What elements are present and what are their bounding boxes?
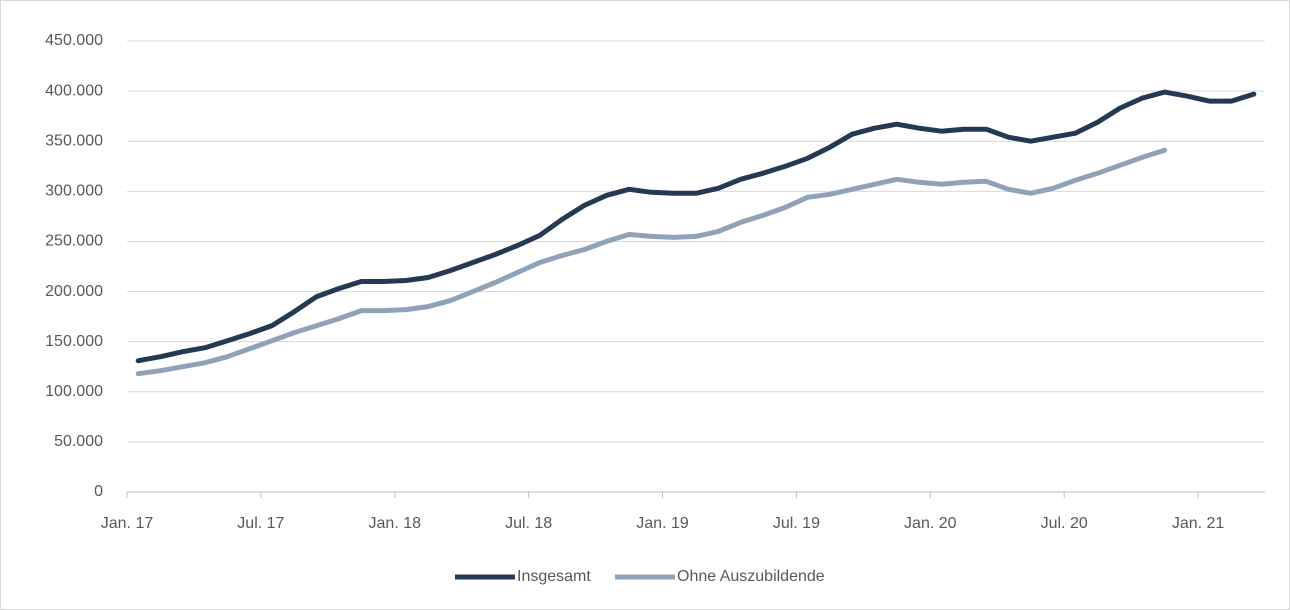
x-tick-label: Jan. 20 <box>904 515 957 532</box>
y-tick-label: 300.000 <box>45 183 103 200</box>
x-tick-label: Jan. 21 <box>1172 515 1225 532</box>
y-tick-label: 200.000 <box>45 283 103 300</box>
x-tick-label: Jan. 17 <box>101 515 154 532</box>
x-tick-label: Jul. 18 <box>505 515 552 532</box>
y-tick-label: 350.000 <box>45 132 103 149</box>
x-tick-label: Jul. 19 <box>773 515 820 532</box>
legend-label: Ohne Auszubildende <box>677 568 825 585</box>
y-tick-label: 250.000 <box>45 233 103 250</box>
y-tick-label: 450.000 <box>45 32 103 49</box>
series-line <box>135 147 1168 377</box>
x-tick-label: Jan. 18 <box>369 515 422 532</box>
series-line <box>135 89 1257 364</box>
y-tick-label: 0 <box>94 483 103 500</box>
x-tick-label: Jul. 17 <box>237 515 284 532</box>
y-tick-label: 50.000 <box>54 433 103 450</box>
x-tick-label: Jul. 20 <box>1041 515 1088 532</box>
y-tick-label: 400.000 <box>45 82 103 99</box>
y-tick-label: 100.000 <box>45 383 103 400</box>
legend-label: Insgesamt <box>517 568 591 585</box>
y-tick-label: 150.000 <box>45 333 103 350</box>
x-tick-label: Jan. 19 <box>636 515 689 532</box>
